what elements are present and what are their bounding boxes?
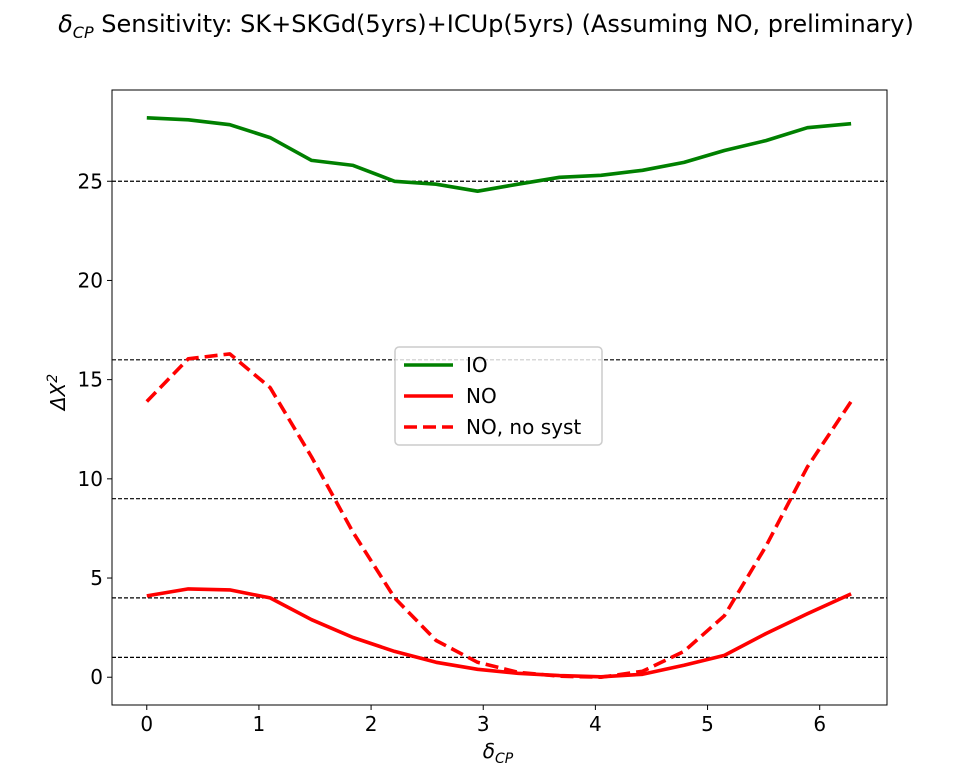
chart-title-symbol: δ [58,10,73,38]
x-tick-label: 3 [477,712,490,736]
x-tick-label: 6 [813,712,826,736]
legend-box [394,346,603,446]
y-tick-label: 5 [90,566,103,590]
x-tick-label: 5 [701,712,714,736]
y-tick-label: 10 [78,467,103,491]
x-axis-label-symbol: δ [483,739,495,763]
reference-lines [112,180,887,658]
legend-label-1: NO [466,384,497,408]
y-axis-label-symbol: ΔX [46,381,70,412]
x-axis-label-subscript: CP [495,751,514,767]
chart-title-text: Sensitivity: SK+SKGd(5yrs)+ICUp(5yrs) (A… [94,10,914,38]
legend-label-2: NO, no syst [466,415,581,439]
legend-items: IO NO NO, no syst [404,353,581,439]
x-tick-label: 2 [365,712,378,736]
x-tick-label: 4 [589,712,602,736]
series-lines [145,116,853,680]
series-line-1 [146,587,852,679]
y-tick-label: 20 [78,268,103,292]
y-axis-label-superscript: 2 [45,374,61,383]
y-axis: 0 5 10 15 20 25 [78,169,112,689]
series-line-0 [146,116,852,193]
plot-area [111,89,888,706]
y-tick-label: 25 [78,169,103,193]
y-tick-label: 0 [90,665,103,689]
y-tick-label: 15 [78,368,103,392]
chart-title: δCP Sensitivity: SK+SKGd(5yrs)+ICUp(5yrs… [58,10,914,42]
x-tick-label: 0 [140,712,153,736]
chart-title-subscript: CP [73,23,94,42]
x-axis: 0 1 2 3 4 5 6 [140,705,826,736]
y-axis-label: ΔX2 [45,374,70,412]
series-line-2 [145,352,853,680]
x-tick-label: 1 [253,712,266,736]
x-axis-label: δCP [483,739,514,767]
legend-label-0: IO [466,353,488,377]
legend: IO NO NO, no syst [394,346,603,446]
